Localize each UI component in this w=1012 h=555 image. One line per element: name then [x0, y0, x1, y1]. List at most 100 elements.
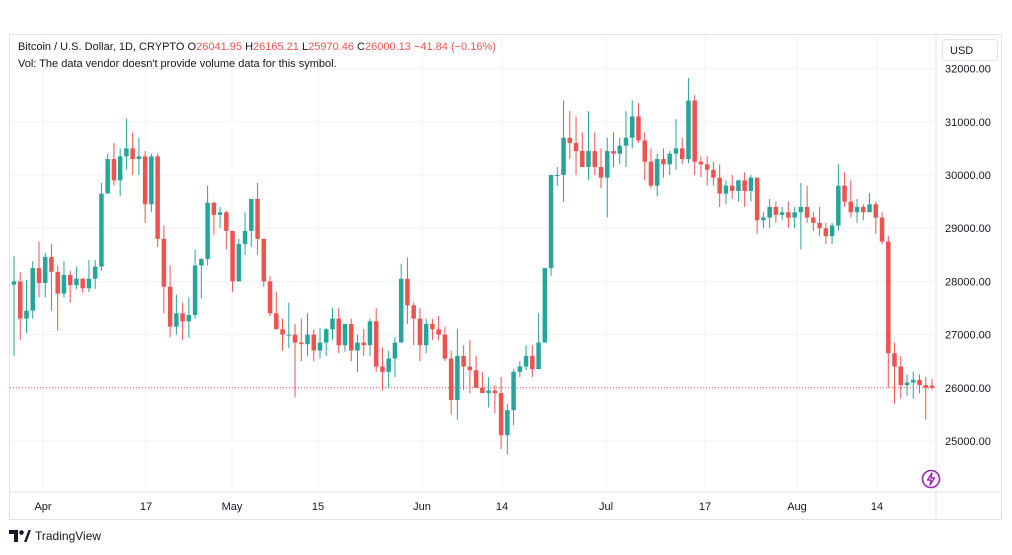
y-tick-label: 30000.00: [945, 170, 991, 182]
candle-body: [792, 212, 797, 218]
candle-body: [211, 202, 217, 215]
candle-body: [249, 198, 254, 231]
x-tick-label: Aug: [787, 501, 807, 513]
candle-body: [342, 323, 348, 346]
candle-body: [648, 161, 654, 186]
candle-body: [323, 329, 329, 343]
candle-body: [136, 156, 142, 160]
x-tick-label: 14: [496, 501, 508, 513]
candle-body: [505, 410, 510, 436]
candle-body: [473, 370, 479, 388]
candle-body: [448, 358, 454, 401]
candle-body: [417, 318, 423, 346]
legend-symbol: Bitcoin / U.S. Dollar, 1D, CRYPTO: [18, 41, 185, 53]
candle-body: [24, 310, 29, 319]
candle-body: [898, 366, 904, 386]
y-tick-label: 28000.00: [945, 276, 991, 288]
candle-body: [748, 177, 754, 191]
candle-body: [904, 382, 910, 386]
candle-body: [536, 342, 541, 370]
candle-body: [167, 286, 173, 327]
candle-body: [923, 385, 929, 388]
candle-body: [36, 268, 42, 283]
legend-low-label: L: [301, 41, 309, 53]
candle-body: [873, 204, 879, 218]
candle-body: [92, 266, 98, 279]
y-tick-label: 31000.00: [945, 117, 991, 129]
candle-body: [580, 151, 585, 168]
candle-body: [186, 314, 192, 322]
lightning-bolt-icon[interactable]: [921, 469, 941, 489]
candle-body: [242, 230, 248, 245]
candle-body: [729, 185, 735, 191]
candle-body: [161, 238, 167, 287]
candle-body: [230, 230, 235, 282]
candle-body: [698, 161, 704, 165]
candle-body: [623, 137, 629, 146]
x-tick-label: 17: [699, 501, 711, 513]
candle-body: [917, 379, 922, 386]
candle-body: [829, 225, 835, 237]
candle-body: [661, 159, 666, 165]
candle-body: [779, 212, 785, 215]
candle-body: [530, 355, 535, 370]
candle-body: [42, 256, 48, 283]
candle-body: [455, 355, 460, 401]
candle-body: [255, 198, 260, 239]
candle-body: [74, 278, 79, 286]
chart-frame[interactable]: [9, 34, 1002, 520]
legend-low: 25970.46: [308, 41, 354, 53]
candle-body: [305, 334, 310, 345]
candle-body: [911, 379, 916, 383]
y-tick-label: 32000.00: [945, 64, 991, 76]
candle-body: [436, 329, 441, 335]
candle-body: [17, 281, 23, 319]
candle-body: [386, 358, 391, 372]
candle-body: [61, 275, 67, 294]
candle-body: [286, 334, 292, 336]
candle-body: [798, 206, 804, 213]
candle-body: [892, 353, 897, 367]
candle-body: [217, 212, 223, 215]
legend-close: 26000.13: [365, 41, 411, 53]
candle-body: [567, 137, 573, 144]
candle-body: [380, 366, 385, 372]
y-tick-label: 25000.00: [945, 436, 991, 448]
candle-body: [355, 342, 360, 351]
candle-body: [80, 278, 85, 289]
legend-high-label: H: [245, 41, 254, 53]
candle-body: [711, 169, 716, 178]
candle-body: [667, 153, 672, 165]
candle-body: [598, 167, 604, 178]
candle-body: [861, 206, 866, 213]
candle-body: [367, 321, 373, 346]
candle-body: [180, 313, 185, 322]
legend-ohlc: Bitcoin / U.S. Dollar, 1D, CRYPTO O26041…: [18, 41, 496, 53]
candle-body: [224, 212, 229, 231]
x-tick-label: May: [222, 501, 243, 513]
candle-body: [573, 143, 579, 152]
candle-body: [49, 256, 54, 272]
candle-body: [654, 159, 660, 186]
candle-body: [929, 385, 935, 388]
candle-body: [817, 222, 822, 229]
candle-body: [130, 148, 135, 160]
tradingview-logo[interactable]: TradingView: [9, 529, 101, 543]
candle-body: [879, 217, 885, 242]
candle-body: [723, 185, 729, 194]
candle-body: [686, 100, 691, 160]
candle-body: [99, 193, 104, 267]
legend-open: 26041.95: [196, 41, 242, 53]
y-tick-label: 26000.00: [945, 383, 991, 395]
candle-body: [442, 334, 448, 359]
candle-body: [611, 151, 616, 154]
currency-button[interactable]: USD: [942, 39, 998, 61]
candle-body: [124, 148, 129, 157]
candle-body: [292, 334, 298, 343]
candle-body: [117, 156, 123, 181]
candle-body: [836, 185, 841, 226]
candle-body: [311, 334, 317, 351]
candle-body: [67, 275, 73, 286]
candle-body: [592, 151, 598, 168]
